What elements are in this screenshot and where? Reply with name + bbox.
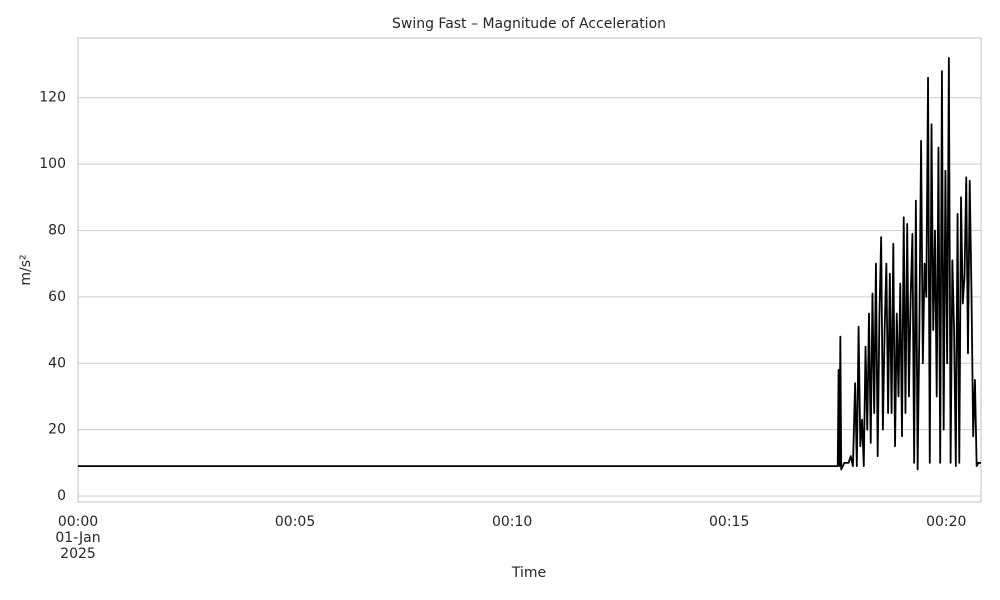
y-axis-label: m/s² <box>18 254 34 285</box>
chart-title: Swing Fast – Magnitude of Acceleration <box>392 16 666 32</box>
y-tick-label: 80 <box>48 223 66 239</box>
data-line <box>78 57 981 471</box>
y-tick-label: 40 <box>48 355 66 371</box>
y-tick-label: 0 <box>57 488 66 504</box>
x-tick-label: 00:10 <box>491 514 533 530</box>
plot-frame <box>77 37 982 503</box>
x-tick-label: 00:05 <box>274 514 316 530</box>
y-tick-label: 100 <box>39 156 66 172</box>
x-tick-label: 00:00 01-Jan 2025 <box>55 514 101 562</box>
y-tick-label: 20 <box>48 422 66 438</box>
y-tick-label: 120 <box>39 90 66 106</box>
y-tick-label: 60 <box>48 289 66 305</box>
x-axis-label: Time <box>511 565 546 581</box>
x-tick-label: 00:15 <box>709 514 750 530</box>
x-tick-label: 00:20 <box>926 514 967 530</box>
